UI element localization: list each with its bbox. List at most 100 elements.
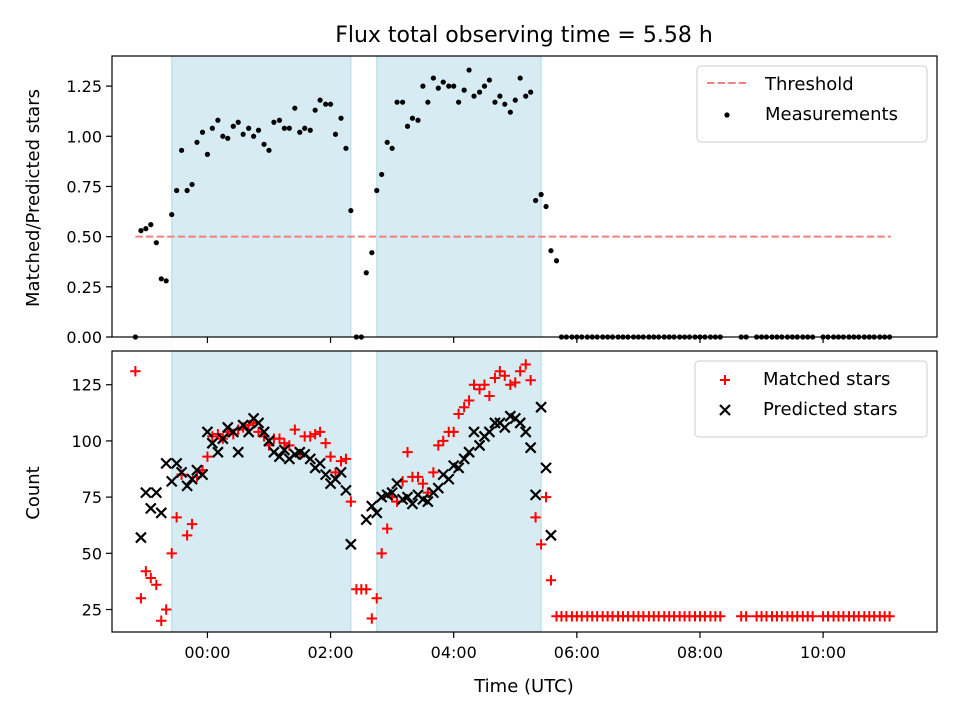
measurement-point [399, 99, 406, 105]
matched-star-point [186, 518, 198, 530]
y-tick-label: 0.75 [66, 177, 102, 196]
measurement-point [517, 75, 523, 81]
predicted-star-point [155, 507, 168, 519]
measurement-point [215, 117, 221, 123]
measurement-point [153, 240, 159, 246]
matched-star-point [151, 579, 162, 590]
predicted-star-point [304, 453, 317, 465]
predicted-star-point [212, 446, 224, 458]
series-predicted-stars [135, 401, 557, 551]
predicted-star-point [370, 507, 383, 519]
measurement-point [178, 147, 185, 153]
matched-star-point [140, 566, 152, 577]
matched-star-point [514, 366, 526, 377]
matched-star-point [314, 426, 326, 438]
predicted-star-point [258, 426, 270, 438]
measurement-point [199, 129, 206, 135]
measurement-point [538, 191, 544, 198]
measurement-point [543, 203, 549, 210]
predicted-star-point [468, 426, 480, 438]
measurement-point [158, 276, 164, 282]
matched-star-point [145, 572, 156, 584]
legend-label: Matched stars [763, 369, 890, 390]
measurement-point [276, 117, 283, 123]
matched-star-point [479, 379, 490, 390]
matched-star-point [402, 446, 413, 458]
measurement-point [420, 83, 426, 89]
measurement-point [476, 89, 483, 95]
legend-box [696, 65, 928, 143]
matched-star-point [433, 440, 444, 451]
measurement-point [404, 123, 411, 129]
predicted-star-point [201, 426, 214, 438]
measurement-point [327, 101, 334, 107]
matched-star-point [376, 548, 387, 559]
matched-star-point [279, 437, 290, 449]
measurement-point [255, 127, 262, 133]
matched-star-point [274, 433, 285, 444]
matched-star-point [458, 402, 470, 413]
measurement-point [194, 139, 200, 145]
measurement-point [497, 93, 503, 99]
predicted-star-point [160, 457, 172, 470]
measurement-point [209, 125, 215, 131]
matched-star-point [130, 366, 141, 377]
matched-star-point [371, 593, 382, 604]
measurement-point [225, 135, 231, 141]
measurement-point [389, 145, 395, 151]
predicted-star-point [432, 482, 445, 494]
predicted-star-point [314, 457, 326, 470]
measurement-point [492, 99, 498, 105]
predicted-star-point [263, 435, 275, 447]
matched-star-point [884, 611, 895, 622]
predicted-star-point [360, 513, 373, 526]
predicted-star-point [242, 426, 255, 438]
predicted-star-point [519, 426, 532, 438]
measurement-point [220, 133, 226, 139]
predicted-star-point [217, 432, 229, 445]
predicted-star-point [489, 417, 501, 429]
legend-box [694, 360, 928, 438]
matched-star-point [330, 467, 341, 478]
measurement-point [430, 75, 436, 81]
measurement-point [486, 77, 493, 83]
measurement-point [246, 125, 252, 131]
measurement-point [553, 258, 560, 264]
matched-star-point [160, 604, 172, 615]
matched-star-point [494, 366, 506, 377]
matched-star-point [335, 455, 347, 467]
measurement-point [507, 109, 513, 115]
predicted-star-point [165, 475, 178, 488]
measurement-point [174, 187, 180, 194]
measurement-point [523, 93, 529, 99]
measurement-point [235, 119, 241, 125]
predicted-star-point [232, 446, 244, 458]
measurement-point [451, 83, 457, 89]
matched-star-point [525, 375, 536, 386]
legend-matched-handle [720, 375, 730, 385]
predicted-star-point [535, 401, 547, 413]
y-axis-label-bottom: Count [23, 466, 44, 519]
measurement-point [338, 115, 344, 121]
predicted-star-point [458, 453, 470, 465]
measurement-point [240, 131, 246, 137]
matched-star-point [417, 478, 429, 489]
predicted-star-point [335, 466, 347, 479]
predicted-star-point [145, 502, 157, 515]
axes-frame [111, 350, 938, 633]
matched-star-point [535, 539, 547, 550]
matched-star-point [530, 512, 541, 523]
x-tick-label: 00:00 [184, 643, 230, 662]
measurement-point [512, 97, 518, 103]
matched-star-point [448, 426, 459, 438]
measurement-point [138, 228, 144, 234]
matched-star-point [489, 372, 501, 384]
legend: Matched stars Predicted stars [694, 360, 928, 438]
measurement-point [261, 141, 267, 147]
y-tick-label: 1.00 [66, 127, 102, 146]
measurement-point [189, 181, 195, 188]
y-tick-label: 1.25 [66, 77, 102, 96]
matched-star-point [309, 428, 321, 440]
measurement-point [266, 147, 272, 153]
